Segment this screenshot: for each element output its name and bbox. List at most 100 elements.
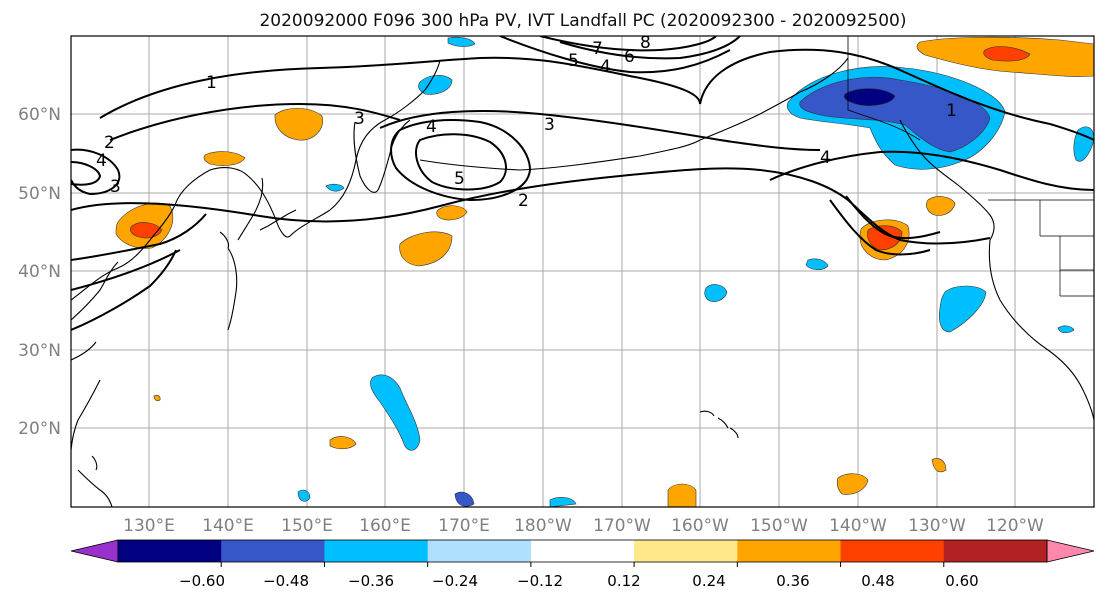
lon-label: 140°W — [829, 516, 887, 536]
colorbar-segment — [840, 540, 945, 562]
kuril-positive-anomaly — [274, 108, 323, 141]
map-frame — [70, 35, 1095, 508]
contour-label: 2 — [104, 133, 115, 153]
coastlines — [71, 36, 1094, 507]
colorbar-tick-label: −0.48 — [263, 572, 309, 590]
contour-label: 5 — [454, 169, 465, 189]
shading-positive — [115, 36, 1094, 507]
contour-north-7 — [539, 36, 717, 52]
lon-labels: 130°E 140°E 150°E 160°E 170°E 180°W 170°… — [123, 516, 1044, 536]
lon-label: 130°E — [123, 516, 175, 536]
contour-ridge-3 — [845, 195, 941, 240]
canada-border-line — [847, 36, 921, 141]
contour-label: 3 — [354, 109, 365, 129]
north-america-coast — [988, 239, 1094, 421]
east-pacific-negative-anomaly-1 — [939, 285, 987, 333]
small-negative-anomaly-3 — [1057, 325, 1075, 334]
colorbar-segment — [634, 540, 738, 562]
lon-label: 170°E — [438, 516, 490, 536]
kamchatka-coast — [353, 119, 411, 193]
lon-label: 180°W — [514, 516, 572, 536]
north-top-negative-anomaly — [447, 36, 476, 47]
contour-3-west — [109, 102, 401, 141]
colorbar-tick-label: −0.36 — [348, 572, 394, 590]
contour-label-group: 1 1 2 2 3 3 3 4 4 4 4 5 5 6 7 8 — [96, 36, 957, 211]
okhotsk-positive-anomaly — [203, 151, 246, 166]
small-negative-anomaly-5 — [297, 489, 311, 502]
pacific-ridge-positive-core — [867, 225, 903, 251]
colorbar-tick-labels: −0.60 −0.48 −0.36 −0.24 −0.12 0.12 0.24 … — [179, 572, 979, 590]
colorbar-extend-high — [1046, 539, 1095, 563]
contour-west-small-2 — [71, 161, 102, 186]
contour-west-small — [71, 148, 121, 196]
colorbar-extend-low — [70, 539, 119, 563]
colorbar-tick-label: 0.48 — [861, 572, 894, 590]
alaska-coast — [699, 57, 995, 241]
colorbar-segment — [118, 540, 222, 562]
contour-label: 4 — [96, 151, 107, 171]
contour-label: 3 — [544, 115, 555, 135]
contour-label: 3 — [110, 177, 121, 197]
small-positive-4 — [931, 458, 947, 473]
contour-label: 4 — [820, 148, 831, 168]
small-negative-anomaly-2 — [805, 258, 829, 270]
colorbar-segment — [221, 540, 325, 562]
map-title: 2020092000 F096 300 hPa PV, IVT Landfall… — [259, 11, 906, 31]
lat-label: 40°N — [18, 262, 61, 282]
us-state-borders — [988, 199, 1094, 297]
small-positive-3 — [836, 473, 869, 495]
small-negative-anomaly-6 — [454, 491, 475, 507]
contour-label: 1 — [946, 101, 957, 121]
lon-label: 130°W — [908, 516, 966, 536]
colorbar-segment — [737, 540, 842, 562]
contour-1-east — [699, 48, 1051, 125]
colorbar — [70, 539, 1095, 567]
korea-china-coast — [71, 261, 119, 451]
small-positive-2 — [667, 483, 697, 507]
kamchatka-positive-2 — [399, 231, 453, 267]
small-positive-1 — [329, 436, 357, 450]
contour-2-main — [71, 167, 991, 245]
contour-5-ring — [415, 133, 507, 191]
colorbar-tick-label: −0.12 — [517, 572, 563, 590]
aleutians — [419, 139, 701, 171]
lon-label: 140°E — [202, 516, 254, 536]
contour-label: 6 — [624, 47, 635, 67]
contour-4-ring — [390, 119, 532, 202]
asia-coast — [71, 59, 441, 301]
colorbar-tick-label: −0.24 — [432, 572, 478, 590]
colorbar-tick-label: −0.60 — [179, 572, 225, 590]
lon-label: 160°E — [359, 516, 411, 536]
colorbar-border — [117, 539, 1048, 563]
contour-label: 7 — [592, 39, 603, 59]
colorbar-segment — [324, 540, 429, 562]
lon-label: 150°W — [750, 516, 808, 536]
kuril-islands — [259, 209, 297, 231]
lat-labels: 60°N 50°N 40°N 30°N 20°N — [18, 105, 61, 439]
contour-asia-south — [71, 213, 207, 261]
kamchatka-positive-1 — [436, 205, 468, 221]
west-pacific-negative-anomaly-1 — [370, 374, 421, 451]
contour-label: 4 — [600, 57, 611, 77]
pv-contours — [71, 36, 1094, 331]
small-negative-anomaly-7 — [549, 497, 577, 507]
northeast-positive-core — [983, 46, 1031, 62]
lat-label: 20°N — [18, 419, 61, 439]
colorbar-tick-label: 0.36 — [776, 572, 809, 590]
bering-negative-anomaly — [418, 75, 453, 95]
contour-label: 5 — [568, 51, 579, 71]
contour-3-ring — [379, 109, 821, 151]
contour-north-5 — [499, 36, 731, 74]
lat-label: 30°N — [18, 341, 61, 361]
small-negative-anomaly-1 — [704, 284, 728, 302]
contour-label: 4 — [426, 117, 437, 137]
alaska-navy-core — [843, 88, 896, 106]
contour-asia-south-3 — [71, 249, 177, 331]
lon-label: 160°W — [671, 516, 729, 536]
colorbar-segment — [943, 540, 1048, 562]
colorbar-tick-label: 0.24 — [692, 572, 725, 590]
colorbar-tick-label: 0.60 — [945, 572, 978, 590]
contour-4-east — [769, 150, 1094, 191]
contour-1-west — [99, 56, 701, 119]
